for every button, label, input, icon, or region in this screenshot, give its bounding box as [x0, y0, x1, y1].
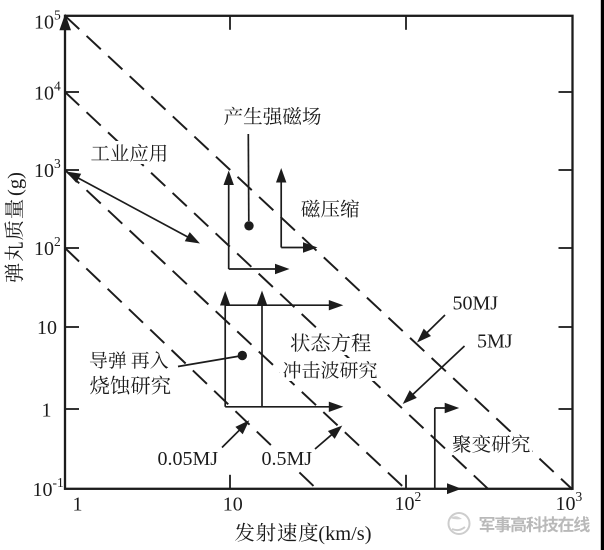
svg-text:5MJ: 5MJ: [477, 331, 513, 353]
svg-text:0.05MJ: 0.05MJ: [158, 448, 219, 470]
svg-text:10: 10: [37, 317, 57, 339]
svg-text:1: 1: [73, 494, 83, 516]
svg-text:10: 10: [223, 494, 243, 516]
svg-text:(km/s): (km/s): [318, 523, 371, 545]
svg-text:102: 102: [34, 234, 61, 260]
svg-text:1: 1: [42, 399, 52, 421]
svg-text:50MJ: 50MJ: [453, 293, 499, 315]
svg-text:(g): (g): [5, 172, 27, 196]
svg-text:0.5MJ: 0.5MJ: [262, 448, 313, 470]
svg-text:102: 102: [395, 489, 422, 515]
